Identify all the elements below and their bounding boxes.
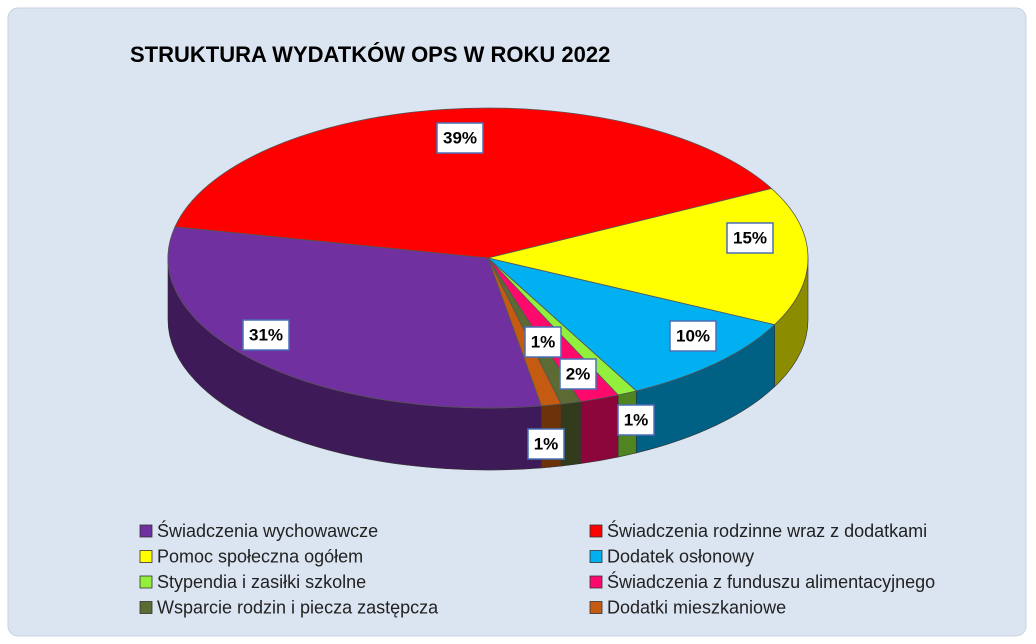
legend-label: Świadczenia rodzinne wraz z dodatkami (607, 520, 927, 541)
data-label: 2% (566, 364, 591, 383)
data-label: 1% (624, 410, 649, 429)
legend-label: Dodatek osłonowy (607, 546, 754, 566)
data-label: 1% (531, 332, 556, 351)
data-label-box (726, 222, 774, 254)
pie-slice (174, 107, 773, 259)
data-label-box (527, 428, 565, 460)
data-label-box (524, 326, 562, 358)
legend-label: Świadczenia z funduszu alimentacyjnego (607, 571, 935, 592)
data-label-box (436, 122, 484, 154)
data-label-box (242, 319, 290, 351)
legend-label: Wsparcie rodzin i piecza zastępcza (157, 597, 439, 617)
pie-slice (487, 257, 776, 392)
data-label: 10% (676, 326, 710, 345)
legend-swatch (139, 601, 153, 614)
legend-label: Świadczenia wychowawcze (157, 520, 378, 541)
data-label-box (617, 404, 655, 436)
legend-label: Pomoc społeczna ogółem (157, 546, 363, 566)
data-label: 39% (443, 128, 477, 147)
data-label-box (669, 320, 717, 352)
pie-slice (167, 226, 542, 409)
legend-swatch (589, 575, 603, 589)
legend-label: Dodatki mieszkaniowe (607, 597, 786, 617)
data-label: 31% (249, 325, 283, 344)
data-label: 15% (733, 228, 767, 247)
legend-swatch (139, 575, 153, 589)
chart-title: STRUKTURA WYDATKÓW OPS W ROKU 2022 (130, 42, 610, 67)
legend-swatch (139, 550, 153, 563)
legend-swatch (589, 524, 603, 538)
legend-swatch (589, 550, 603, 563)
data-label: 1% (534, 434, 559, 453)
data-label-box (559, 358, 597, 390)
slice-side (580, 394, 619, 464)
legend-swatch (589, 601, 603, 614)
legend-swatch (139, 524, 153, 538)
legend-label: Stypendia i zasiłki szkolne (157, 572, 366, 592)
